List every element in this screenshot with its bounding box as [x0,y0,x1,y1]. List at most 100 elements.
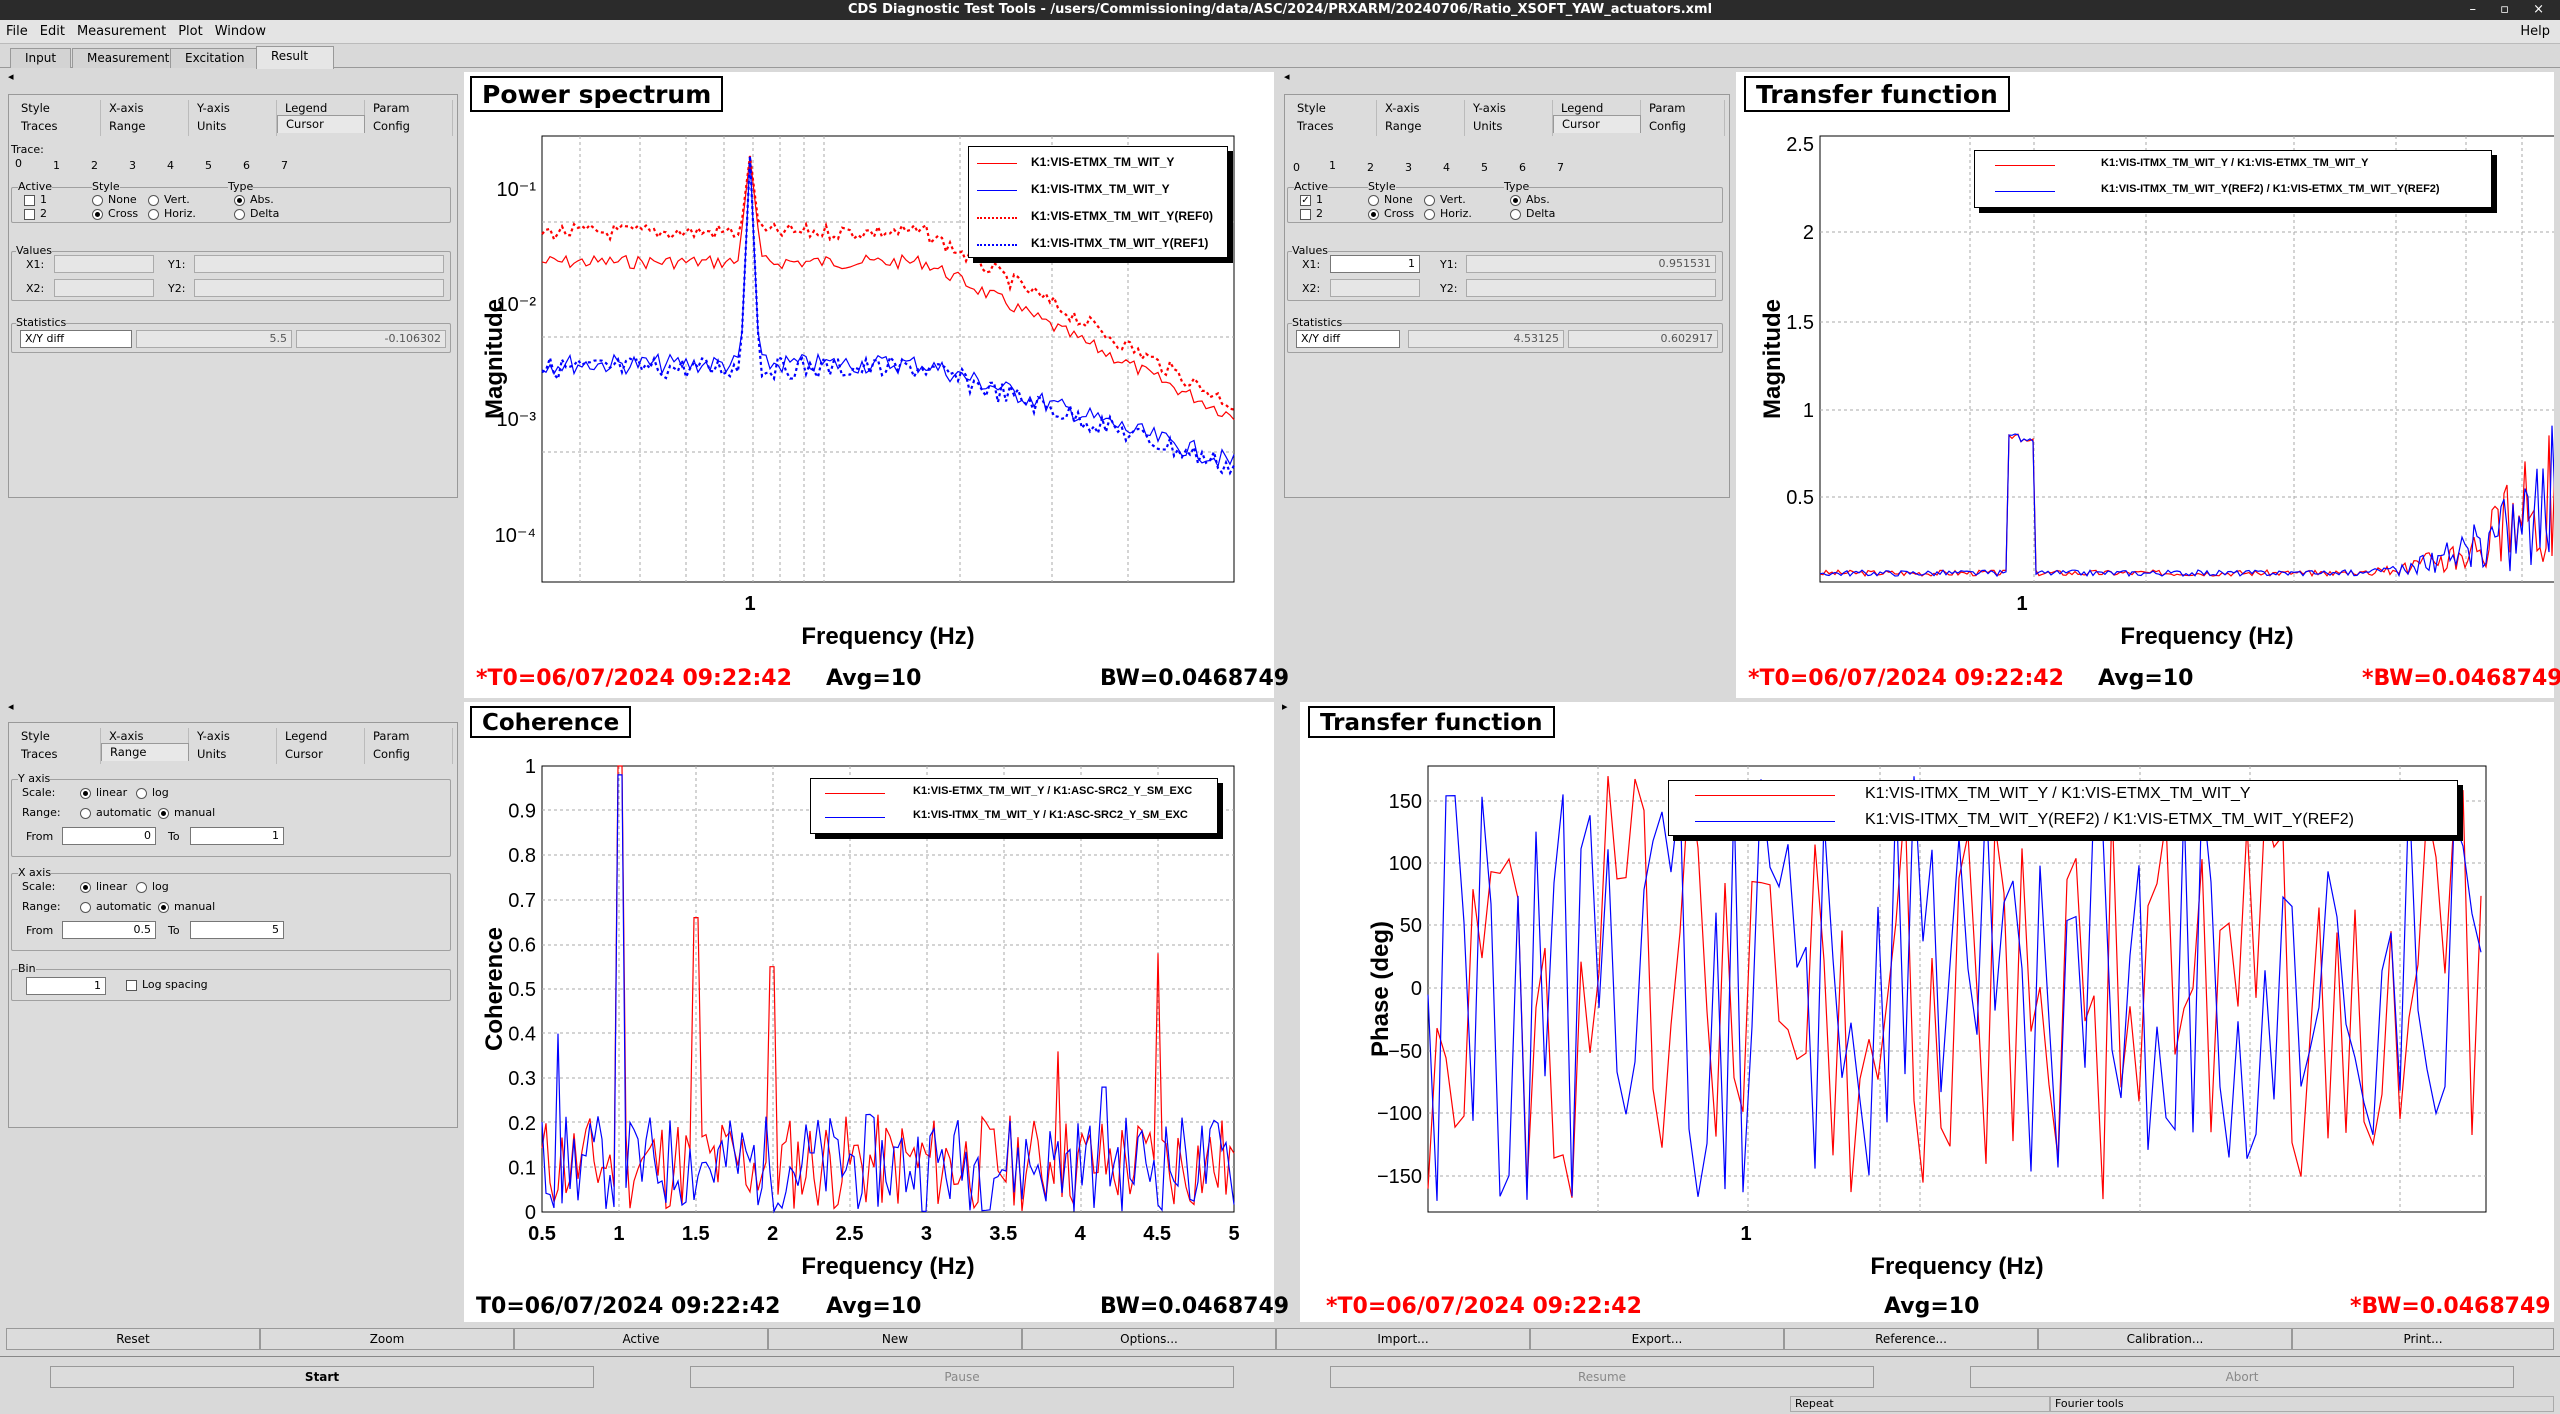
subtab-cursor[interactable]: Cursor [277,746,365,764]
tab-measurement[interactable]: Measurement [72,48,185,68]
new-button[interactable]: New [768,1328,1022,1350]
tab-result[interactable]: Result [256,46,334,69]
trace-tab-1[interactable]: 1 [53,159,60,172]
coherence-plot[interactable]: Frequency (Hz)Coherence10.90.80.70.60.50… [464,702,1274,1322]
subtab-x-axis[interactable]: X-axis [101,100,189,118]
x2-field[interactable] [1330,279,1420,297]
subtab-cursor[interactable]: Cursor [1553,115,1641,133]
style-cross-radio[interactable] [92,209,103,220]
subtab-legend[interactable]: Legend [1553,100,1641,118]
trace-tab-6[interactable]: 6 [243,159,250,172]
x2-field[interactable] [54,279,154,297]
collapse-arrow-tl[interactable]: ◂ [8,70,14,83]
trace-tab-4[interactable]: 4 [167,159,174,172]
subtab-config[interactable]: Config [365,746,453,764]
trace-tab-2[interactable]: 2 [1367,161,1374,174]
trace-tab-0[interactable]: 0 [15,157,22,170]
x-range-manual-radio[interactable] [158,902,169,913]
style-horiz-radio[interactable] [148,209,159,220]
active-1-checkbox[interactable]: ✓ [1300,195,1311,206]
y2-field[interactable] [1466,279,1716,297]
trace-tab-1[interactable]: 1 [1329,159,1336,172]
type-delta-radio[interactable] [234,209,245,220]
x-from-field[interactable]: 0.5 [62,921,156,939]
y-to-field[interactable]: 1 [190,827,284,845]
tab-input[interactable]: Input [10,48,72,68]
type-delta-radio[interactable] [1510,209,1521,220]
subtab-y-axis[interactable]: Y-axis [1465,100,1553,118]
subtab-config[interactable]: Config [365,118,453,136]
style-vert-radio[interactable] [1424,195,1435,206]
subtab-range[interactable]: Range [101,743,189,761]
trace-tab-0[interactable]: 0 [1293,161,1300,174]
x-scale-linear-radio[interactable] [80,882,91,893]
style-none-radio[interactable] [92,195,103,206]
trace-tab-2[interactable]: 2 [91,159,98,172]
subtab-y-axis[interactable]: Y-axis [189,100,277,118]
y1-field[interactable] [194,255,444,273]
type-abs-radio[interactable] [234,195,245,206]
subtab-param[interactable]: Param [365,100,453,118]
style-none-radio[interactable] [1368,195,1379,206]
collapse-arrow-bl[interactable]: ◂ [8,700,14,713]
export-button[interactable]: Export... [1530,1328,1784,1350]
trace-tab-7[interactable]: 7 [1557,161,1564,174]
active-button[interactable]: Active [514,1328,768,1350]
abort-button[interactable]: Abort [1970,1366,2514,1388]
active-1-checkbox[interactable] [24,195,35,206]
subtab-range[interactable]: Range [101,118,189,136]
menu-edit[interactable]: Edit [39,24,65,39]
zoom-button[interactable]: Zoom [260,1328,514,1350]
trace-tab-5[interactable]: 5 [1481,161,1488,174]
y-scale-log-radio[interactable] [136,788,147,799]
trace-tab-3[interactable]: 3 [129,159,136,172]
subtab-traces[interactable]: Traces [13,746,101,764]
subtab-param[interactable]: Param [365,728,453,746]
collapse-arrow-tr[interactable]: ◂ [1284,70,1290,83]
tf-mag-plot[interactable]: Frequency (Hz) Magnitude 2.5 2 1.5 1 0.5 1 [1736,72,2554,698]
menu-plot[interactable]: Plot [178,24,203,39]
subtab-style[interactable]: Style [1289,100,1377,118]
trace-tab-5[interactable]: 5 [205,159,212,172]
log-spacing-checkbox[interactable] [126,980,137,991]
y-range-manual-radio[interactable] [158,808,169,819]
style-horiz-radio[interactable] [1424,209,1435,220]
pause-button[interactable]: Pause [690,1366,1234,1388]
tf-phase-plot[interactable]: Frequency (Hz) Phase (deg) 150 100 50 0 −50 −10… [1300,702,2554,1322]
menu-help[interactable]: Help [2520,24,2550,39]
subtab-units[interactable]: Units [189,746,277,764]
reset-button[interactable]: Reset [6,1328,260,1350]
trace-tab-6[interactable]: 6 [1519,161,1526,174]
active-2-checkbox[interactable] [24,209,35,220]
style-cross-radio[interactable] [1368,209,1379,220]
subtab-units[interactable]: Units [1465,118,1553,136]
subtab-x-axis[interactable]: X-axis [101,728,189,746]
active-2-checkbox[interactable] [1300,209,1311,220]
y-range-auto-radio[interactable] [80,808,91,819]
subtab-config[interactable]: Config [1641,118,1725,136]
y2-field[interactable] [194,279,444,297]
y-scale-linear-radio[interactable] [80,788,91,799]
subtab-style[interactable]: Style [13,100,101,118]
tab-excitation[interactable]: Excitation [170,48,260,68]
x-range-auto-radio[interactable] [80,902,91,913]
subtab-cursor[interactable]: Cursor [277,115,365,133]
subtab-style[interactable]: Style [13,728,101,746]
bin-field[interactable]: 1 [26,977,106,995]
x-to-field[interactable]: 5 [190,921,284,939]
y1-field[interactable]: 0.951531 [1466,255,1716,273]
subtab-x-axis[interactable]: X-axis [1377,100,1465,118]
subtab-legend[interactable]: Legend [277,100,365,118]
start-button[interactable]: Start [50,1366,594,1388]
resume-button[interactable]: Resume [1330,1366,1874,1388]
trace-tab-7[interactable]: 7 [281,159,288,172]
import-button[interactable]: Import... [1276,1328,1530,1350]
reference-button[interactable]: Reference... [1784,1328,2038,1350]
subtab-traces[interactable]: Traces [13,118,101,136]
subtab-range[interactable]: Range [1377,118,1465,136]
subtab-y-axis[interactable]: Y-axis [189,728,277,746]
subtab-units[interactable]: Units [189,118,277,136]
calibration-button[interactable]: Calibration... [2038,1328,2292,1350]
subtab-legend[interactable]: Legend [277,728,365,746]
subtab-traces[interactable]: Traces [1289,118,1377,136]
